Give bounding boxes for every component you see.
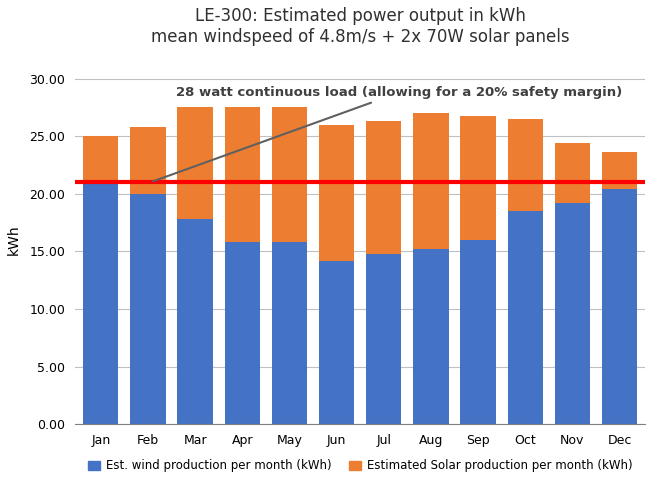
Bar [319, 261, 354, 424]
Bar [366, 121, 401, 254]
Bar [460, 240, 496, 424]
Bar [555, 143, 590, 203]
Title: LE-300: Estimated power output in kWh
mean windspeed of 4.8m/s + 2x 70W solar pa: LE-300: Estimated power output in kWh me… [151, 7, 570, 46]
Y-axis label: kWh: kWh [7, 225, 21, 255]
Bar [177, 219, 213, 424]
Bar [177, 107, 213, 219]
Bar [319, 125, 354, 261]
Bar [225, 107, 260, 242]
Legend: Est. wind production per month (kWh), Estimated Solar production per month (kWh): Est. wind production per month (kWh), Es… [83, 455, 637, 477]
Bar [507, 211, 543, 424]
Bar [460, 116, 496, 240]
Text: 28 watt continuous load (allowing for a 20% safety margin): 28 watt continuous load (allowing for a … [153, 86, 623, 181]
Bar [602, 189, 637, 424]
Bar [130, 127, 166, 194]
Bar [555, 203, 590, 424]
Bar [602, 152, 637, 189]
Bar [413, 249, 449, 424]
Bar [507, 119, 543, 211]
Bar [272, 107, 307, 242]
Bar [130, 194, 166, 424]
Bar [366, 254, 401, 424]
Bar [83, 182, 119, 424]
Bar [413, 113, 449, 249]
Bar [225, 242, 260, 424]
Bar [83, 136, 119, 182]
Bar [272, 242, 307, 424]
